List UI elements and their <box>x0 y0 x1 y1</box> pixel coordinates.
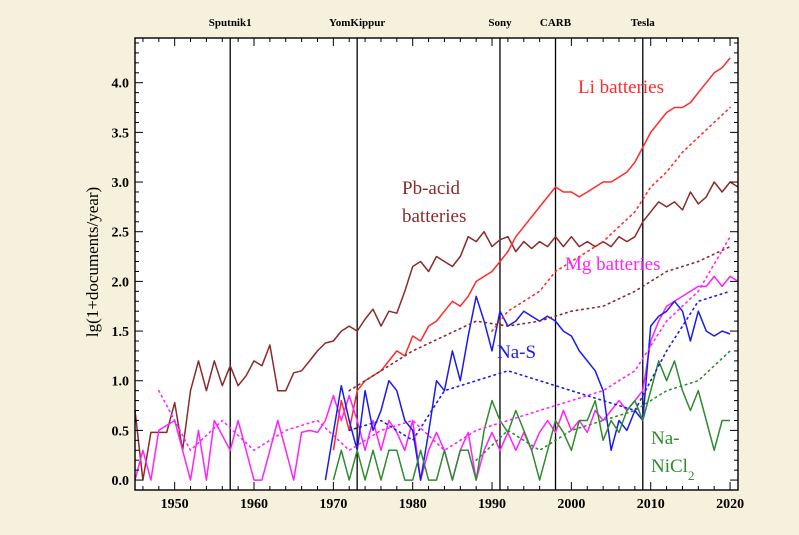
y-axis-label: lg(1+documents/year) <box>83 187 102 337</box>
x-tick-label-0: 1950 <box>161 497 189 512</box>
series-line-9 <box>475 350 731 462</box>
y-tick-label-4: 2.0 <box>112 275 130 290</box>
series-label-nas: Na-S <box>497 342 536 363</box>
x-tick-label-3: 1980 <box>399 497 427 512</box>
series-line-0 <box>134 181 739 481</box>
x-tick-label-1: 1960 <box>240 497 268 512</box>
series-line-8 <box>348 290 731 442</box>
series-line-1 <box>332 57 731 451</box>
y-tick-label-2: 1.0 <box>112 375 130 390</box>
y-tick-label-5: 2.5 <box>112 226 130 241</box>
axes: 1950 1960 1970 1980 1990 2000 2010 2020 0.0 0.5 1.… <box>112 37 744 512</box>
series-line-5 <box>491 106 731 332</box>
event-label-2: Sony <box>488 17 512 29</box>
event-label-3: CARB <box>540 17 572 29</box>
y-tick-label-3: 1.5 <box>112 325 130 340</box>
y-tick-label-0: 0.0 <box>112 474 130 489</box>
x-tick-label-5: 2000 <box>557 497 585 512</box>
series-line-7 <box>158 235 731 452</box>
y-tick-label-8: 4.0 <box>112 77 130 92</box>
y-tick-label-1: 0.5 <box>112 424 130 439</box>
x-tick-label-4: 1990 <box>478 497 506 512</box>
x-tick-label-2: 1970 <box>319 497 347 512</box>
y-tick-label-6: 3.0 <box>112 176 130 191</box>
series-label-nanicl: Na-NiCl2 <box>651 428 694 483</box>
series-line-2 <box>134 275 739 481</box>
series-labels: Li batteries Pb-acid batteries Mg batteries… <box>402 77 694 483</box>
plot-frame <box>134 37 739 491</box>
x-tick-label-7: 2020 <box>716 497 744 512</box>
series-line-6 <box>348 245 731 392</box>
x-tick-label-6: 2010 <box>637 497 665 512</box>
series-line-3 <box>324 295 731 481</box>
event-label-4: Tesla <box>631 17 656 29</box>
series-line-4 <box>332 360 731 481</box>
y-tick-label-7: 3.5 <box>112 126 130 141</box>
event-label-1: YomKippur <box>329 17 385 29</box>
event-label-0: Sputnik1 <box>209 17 252 29</box>
series-label-li: Li batteries <box>578 77 664 98</box>
series-layer <box>134 57 739 481</box>
series-label-pb: Pb-acid batteries <box>402 178 466 227</box>
series-label-mg: Mg batteries <box>565 254 661 275</box>
